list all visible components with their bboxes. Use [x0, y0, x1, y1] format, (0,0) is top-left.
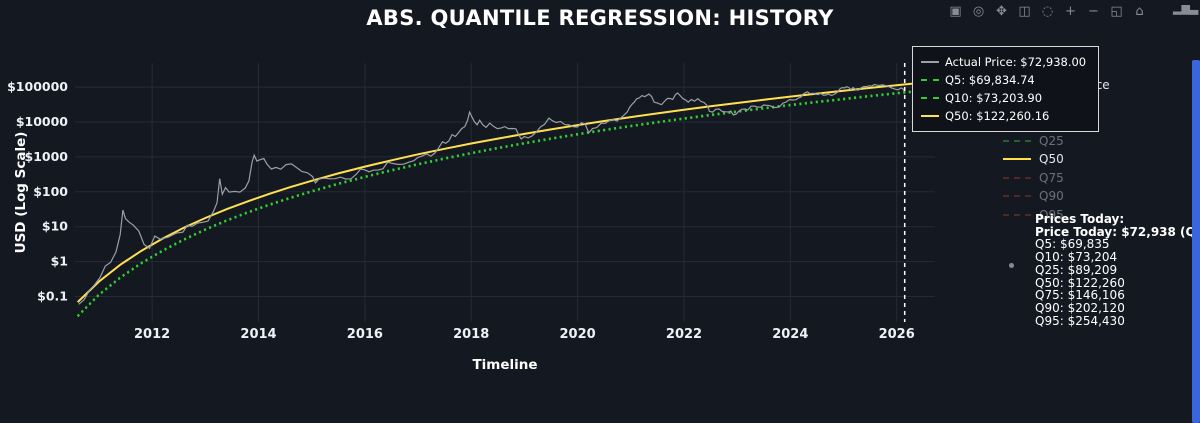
legend-swatch — [1003, 139, 1031, 142]
tooltip-label: Q10: $73,203.90 — [945, 91, 1043, 105]
legend-label: Q25 — [1039, 133, 1064, 148]
x-tick-label: 2016 — [347, 327, 383, 342]
tooltip-row: Q50: $122,260.16 — [921, 107, 1086, 125]
y-tick-label: $1000 — [25, 149, 69, 164]
annotation-line: Q95: $254,430 — [1035, 313, 1125, 328]
autoscale-icon[interactable]: ◱ — [1110, 4, 1123, 19]
tooltip-swatch — [921, 115, 939, 117]
legend-label: Q50 — [1039, 152, 1064, 167]
series-q10 — [76, 90, 913, 317]
annotation-line: Price Today: $72,938 (Q9.6) — [1035, 224, 1200, 239]
page-title: ABS. QUANTILE REGRESSION: HISTORY — [366, 6, 834, 30]
legend-swatch — [1003, 195, 1031, 198]
x-axis-title: Timeline — [472, 357, 537, 373]
annotation-line: Q5: $69,835 — [1035, 237, 1110, 252]
tooltip-label: Q50: $122,260.16 — [945, 109, 1050, 123]
x-tick-label: 2020 — [560, 327, 596, 342]
legend-swatch — [1003, 213, 1031, 216]
y-tick-label: $1 — [51, 254, 68, 269]
legend-item-q95[interactable]: Q95 — [1003, 206, 1110, 225]
tooltip-swatch — [921, 61, 939, 63]
series-actual-price — [78, 83, 906, 305]
series-q5 — [76, 91, 913, 318]
legend-item-q90[interactable]: Q90 — [1003, 187, 1110, 206]
annotation-line: Q90: $202,120 — [1035, 300, 1125, 315]
legend-item-q50[interactable]: Q50 — [1003, 150, 1110, 169]
zoom-icon[interactable]: ◎ — [972, 4, 985, 19]
plotly-modebar: ▣ ◎ ✥ ◫ ◌ + − ◱ ⌂ — [946, 3, 1149, 20]
legend-swatch — [1003, 176, 1031, 179]
annotation-line: Prices Today: — [1035, 212, 1125, 226]
tooltip-swatch — [921, 97, 939, 99]
y-axis-title: USD (Log Scale) — [13, 132, 29, 254]
x-tick-label: 2026 — [879, 327, 915, 342]
y-tick-label: $10 — [42, 219, 68, 234]
legend-item-q25[interactable]: Q25 — [1003, 132, 1110, 151]
y-tick-label: $100000 — [7, 79, 68, 94]
legend-swatch — [1003, 158, 1031, 161]
annotation-line: Q25: $89,209 — [1035, 262, 1118, 277]
series-q50 — [77, 82, 913, 303]
y-tick-label: $10000 — [16, 114, 68, 129]
legend-marker-dot — [1009, 263, 1014, 268]
legend-item-q75[interactable]: Q75 — [1003, 169, 1110, 188]
reset-axes-icon[interactable]: ⌂ — [1135, 4, 1144, 19]
legend-label: Q95 — [1039, 207, 1064, 222]
legend-label: Q75 — [1039, 170, 1064, 185]
tooltip-swatch — [921, 79, 939, 81]
zoom-in-icon[interactable]: + — [1065, 4, 1076, 19]
x-tick-label: 2014 — [240, 327, 276, 342]
y-tick-label: $0.1 — [37, 289, 68, 304]
annotation-line: Q10: $73,204 — [1035, 250, 1118, 265]
lasso-select-icon[interactable]: ◌ — [1041, 4, 1054, 19]
pan-icon[interactable]: ✥ — [996, 4, 1007, 19]
x-tick-label: 2018 — [453, 327, 489, 342]
legend-label: Q90 — [1039, 189, 1064, 204]
annotation-line: Q50: $122,260 — [1035, 275, 1125, 290]
x-tick-label: 2022 — [666, 327, 702, 342]
x-tick-label: 2012 — [134, 327, 170, 342]
annotation-line: Q75: $146,106 — [1035, 288, 1125, 303]
box-select-icon[interactable]: ◫ — [1018, 4, 1031, 19]
tooltip-row: Q5: $69,834.74 — [921, 71, 1086, 89]
tooltip-row: Q10: $73,203.90 — [921, 89, 1086, 107]
tooltip-label: Q5: $69,834.74 — [945, 73, 1035, 87]
tooltip-row: Actual Price: $72,938.00 — [921, 53, 1086, 71]
x-tick-label: 2024 — [772, 327, 808, 342]
camera-icon[interactable]: ▣ — [949, 4, 962, 19]
zoom-out-icon[interactable]: − — [1088, 4, 1099, 19]
y-tick-label: $100 — [33, 184, 68, 199]
page-scrollbar[interactable] — [1192, 60, 1200, 423]
tooltip-label: Actual Price: $72,938.00 — [945, 55, 1087, 69]
plotly-logo-icon[interactable]: ▂▆▃ — [1173, 2, 1199, 15]
prices-today-annotation: Prices Today:Price Today: $72,938 (Q9.6)… — [1035, 213, 1200, 327]
hover-tooltip: Actual Price: $72,938.00 Q5: $69,834.74 Q1… — [912, 46, 1100, 132]
